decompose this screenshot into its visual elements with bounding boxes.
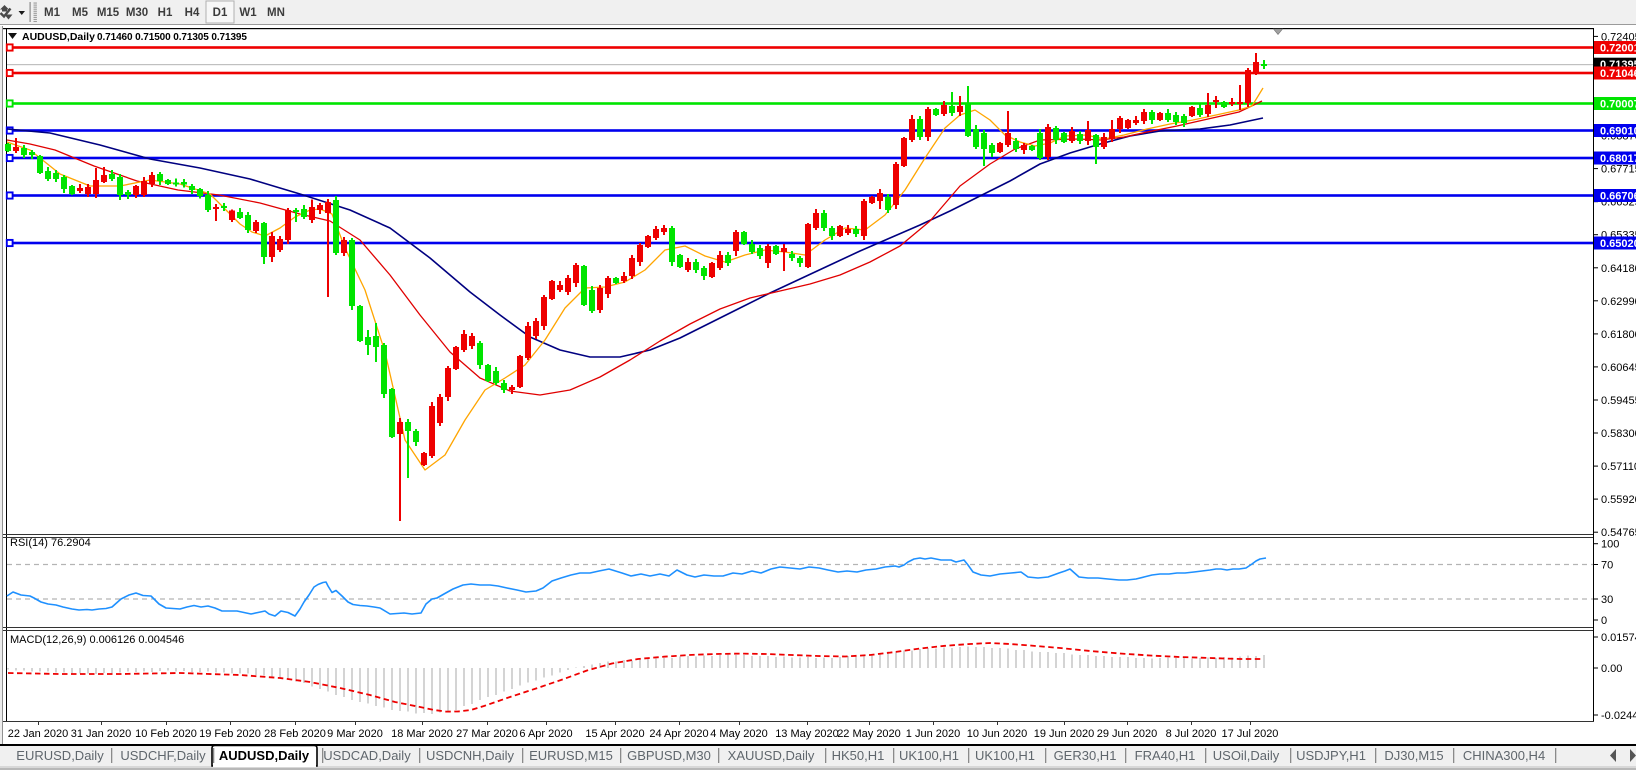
svg-text:0.67715: 0.67715 [1601, 164, 1636, 176]
svg-text:EURUSD,Daily: EURUSD,Daily [16, 748, 104, 763]
svg-text:AUDUSD,Daily: AUDUSD,Daily [219, 748, 310, 763]
svg-text:13 May 2020: 13 May 2020 [775, 728, 839, 740]
svg-text:W1: W1 [239, 7, 257, 19]
svg-text:6 Apr 2020: 6 Apr 2020 [519, 728, 572, 740]
svg-text:70: 70 [1601, 560, 1613, 572]
svg-text:9 Mar 2020: 9 Mar 2020 [327, 728, 383, 740]
svg-text:FRA40,H1: FRA40,H1 [1135, 748, 1196, 763]
svg-text:0.69010: 0.69010 [1600, 126, 1636, 138]
svg-text:0.71460 0.71500 0.71305 0.7139: 0.71460 0.71500 0.71305 0.71395 [97, 32, 247, 43]
svg-text:0.68017: 0.68017 [1600, 153, 1636, 165]
svg-text:0.65020: 0.65020 [1600, 238, 1636, 250]
svg-text:USDCNH,Daily: USDCNH,Daily [426, 748, 515, 763]
svg-text:0.54765: 0.54765 [1601, 527, 1636, 539]
svg-text:AUDUSD,Daily: AUDUSD,Daily [22, 31, 95, 43]
svg-text:4 May 2020: 4 May 2020 [710, 728, 767, 740]
svg-text:RSI(14) 76.2904: RSI(14) 76.2904 [10, 537, 91, 549]
svg-text:22 Jan 2020: 22 Jan 2020 [8, 728, 69, 740]
svg-text:D1: D1 [213, 7, 228, 19]
svg-text:-0.02441: -0.02441 [1601, 710, 1636, 722]
svg-text:H4: H4 [185, 7, 200, 19]
svg-text:10 Jun 2020: 10 Jun 2020 [967, 728, 1028, 740]
svg-text:0.71046: 0.71046 [1600, 68, 1636, 80]
svg-text:17 Jul 2020: 17 Jul 2020 [1222, 728, 1279, 740]
svg-text:GBPUSD,M30: GBPUSD,M30 [627, 748, 711, 763]
svg-text:USDJPY,H1: USDJPY,H1 [1296, 748, 1366, 763]
svg-text:0.70007: 0.70007 [1600, 99, 1636, 111]
svg-text:31 Jan 2020: 31 Jan 2020 [71, 728, 132, 740]
svg-text:24 Apr 2020: 24 Apr 2020 [649, 728, 708, 740]
svg-text:19 Feb 2020: 19 Feb 2020 [199, 728, 261, 740]
svg-text:15 Apr 2020: 15 Apr 2020 [585, 728, 644, 740]
svg-text:USOil,Daily: USOil,Daily [1213, 748, 1280, 763]
svg-text:MN: MN [267, 7, 285, 19]
svg-text:0: 0 [1601, 615, 1607, 627]
svg-text:27 Mar 2020: 27 Mar 2020 [456, 728, 518, 740]
svg-text:18 Mar 2020: 18 Mar 2020 [391, 728, 453, 740]
svg-text:XAUUSD,Daily: XAUUSD,Daily [728, 748, 815, 763]
svg-text:EURUSD,M15: EURUSD,M15 [529, 748, 613, 763]
svg-text:100: 100 [1601, 539, 1619, 551]
svg-text:USDCAD,Daily: USDCAD,Daily [323, 748, 411, 763]
svg-text:M5: M5 [72, 7, 89, 19]
svg-text:10 Feb 2020: 10 Feb 2020 [135, 728, 197, 740]
svg-text:DJ30,M15: DJ30,M15 [1384, 748, 1443, 763]
svg-text:M30: M30 [126, 7, 148, 19]
svg-text:M1: M1 [44, 7, 61, 19]
svg-text:8 Jul 2020: 8 Jul 2020 [1166, 728, 1217, 740]
svg-text:UK100,H1: UK100,H1 [975, 748, 1035, 763]
svg-text:MACD(12,26,9) 0.006126 0.00454: MACD(12,26,9) 0.006126 0.004546 [10, 634, 184, 646]
svg-text:0.72405: 0.72405 [1601, 31, 1636, 43]
svg-text:H1: H1 [158, 7, 173, 19]
svg-text:0.66706: 0.66706 [1600, 191, 1636, 203]
svg-text:30: 30 [1601, 594, 1613, 606]
svg-text:GER30,H1: GER30,H1 [1054, 748, 1117, 763]
svg-text:CHINA300,H4: CHINA300,H4 [1463, 748, 1545, 763]
svg-text:0.59455: 0.59455 [1601, 395, 1636, 407]
svg-text:19 Jun 2020: 19 Jun 2020 [1034, 728, 1095, 740]
svg-text:USDCHF,Daily: USDCHF,Daily [120, 748, 206, 763]
svg-text:1 Jun 2020: 1 Jun 2020 [906, 728, 960, 740]
svg-text:22 May 2020: 22 May 2020 [837, 728, 901, 740]
svg-text:UK100,H1: UK100,H1 [899, 748, 959, 763]
svg-text:0.72001: 0.72001 [1600, 43, 1636, 55]
svg-text:28 Feb 2020: 28 Feb 2020 [264, 728, 326, 740]
svg-text:0.60645: 0.60645 [1601, 362, 1636, 374]
svg-text:HK50,H1: HK50,H1 [832, 748, 885, 763]
svg-text:29 Jun 2020: 29 Jun 2020 [1097, 728, 1158, 740]
svg-text:0.00: 0.00 [1601, 663, 1622, 675]
svg-text:M15: M15 [97, 7, 120, 19]
svg-text:0.01574: 0.01574 [1601, 632, 1636, 644]
